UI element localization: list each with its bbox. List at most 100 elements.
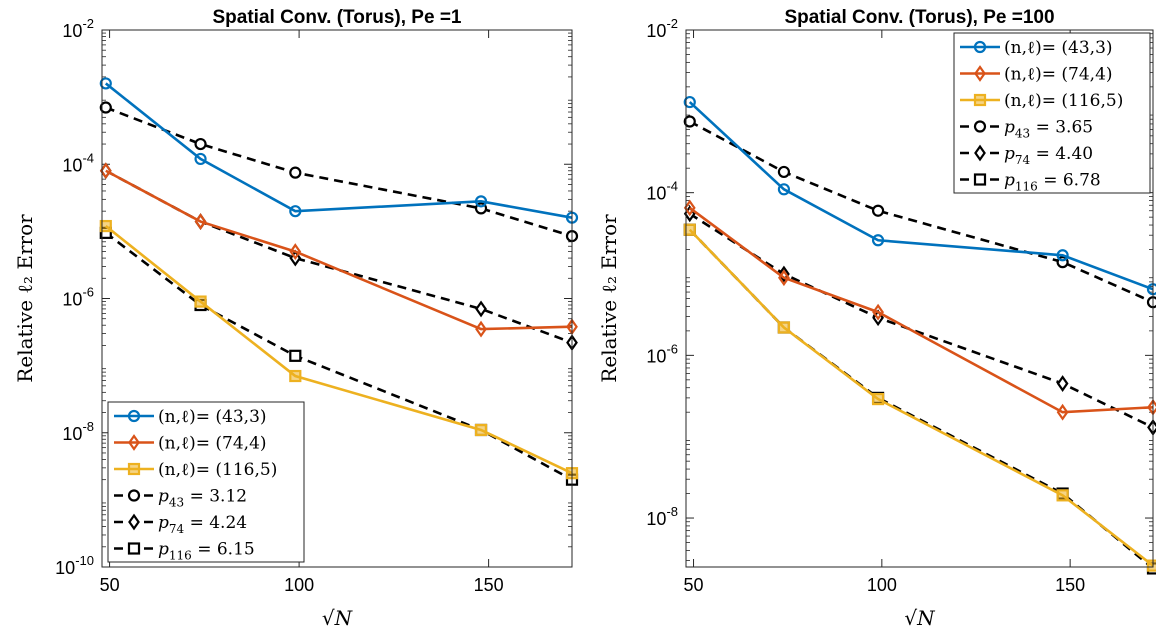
legend-label: p74 = 4.24 bbox=[158, 513, 247, 536]
series-line bbox=[105, 169, 573, 331]
x-axis-label: √N bbox=[904, 606, 936, 630]
data-point bbox=[194, 137, 207, 151]
legend-swatch-marker bbox=[973, 173, 987, 186]
y-tick-label: 10-2 bbox=[62, 16, 94, 41]
data-point bbox=[99, 219, 112, 233]
y-tick-label: 10-8 bbox=[62, 419, 94, 444]
data-point bbox=[289, 349, 302, 362]
series-line bbox=[688, 101, 1154, 291]
series-fit-3 bbox=[99, 101, 579, 243]
x-tick-label: 100 bbox=[284, 575, 314, 595]
legend-swatch-marker bbox=[974, 144, 986, 162]
y-tick-label: 10-8 bbox=[646, 504, 678, 529]
data-point bbox=[474, 423, 488, 437]
y-tick-label: 10-6 bbox=[646, 341, 678, 366]
legend-label: (n,ℓ)= (43,3) bbox=[158, 407, 267, 427]
data-point bbox=[1146, 559, 1156, 572]
legend-item: (n,ℓ)= (116,5) bbox=[114, 460, 277, 480]
legend-swatch-marker bbox=[127, 542, 141, 555]
data-point bbox=[289, 369, 302, 383]
data-point bbox=[194, 152, 207, 166]
x-tick-label: 150 bbox=[474, 575, 504, 595]
x-tick-label: 50 bbox=[100, 575, 120, 595]
legend-swatch-marker bbox=[127, 462, 141, 476]
legend-item: p116 = 6.15 bbox=[114, 540, 255, 563]
data-point bbox=[872, 303, 884, 321]
data-point bbox=[99, 101, 112, 114]
data-point bbox=[683, 223, 696, 236]
x-tick-label: 150 bbox=[1055, 575, 1085, 595]
data-point bbox=[777, 165, 791, 179]
data-point bbox=[289, 205, 302, 218]
legend-label: p116 = 6.15 bbox=[158, 540, 255, 563]
legend-item: (n,ℓ)= (43,3) bbox=[960, 38, 1113, 58]
legend-swatch-marker bbox=[128, 434, 140, 451]
legend-item: p74 = 4.24 bbox=[114, 513, 247, 536]
data-point bbox=[194, 213, 207, 230]
legend-label: (n,ℓ)= (43,3) bbox=[1004, 38, 1113, 58]
legend-box bbox=[953, 32, 1151, 194]
legend-label: p116 = 6.78 bbox=[1004, 171, 1101, 194]
legend-label: p43 = 3.65 bbox=[1004, 118, 1093, 141]
legend-box bbox=[107, 401, 305, 563]
legend: (n,ℓ)= (43,3) (n,ℓ)= (74,4) (n,ℓ)= (116,5)… bbox=[107, 401, 305, 563]
legend-swatch-marker bbox=[973, 40, 987, 54]
y-axis-label: Relative ℓ₂ Error bbox=[597, 214, 621, 383]
legend-swatch-marker bbox=[973, 120, 987, 133]
data-point bbox=[871, 234, 885, 247]
data-point bbox=[778, 269, 790, 287]
data-point bbox=[475, 300, 487, 318]
data-point bbox=[777, 321, 791, 334]
chart-panel-pe1: 10-10 10-8 10-6 10-4 10-2 50 100 150 Spatial Con… bbox=[13, 7, 579, 630]
legend-item: p74 = 4.40 bbox=[960, 144, 1093, 167]
data-point bbox=[474, 195, 488, 208]
y-tick-label: 10-2 bbox=[646, 16, 678, 41]
legend-label: (n,ℓ)= (116,5) bbox=[158, 460, 277, 480]
x-tick-label: 50 bbox=[684, 575, 704, 595]
chart-title: Spatial Conv. (Torus), Pe =100 bbox=[784, 7, 1054, 28]
data-point bbox=[1056, 249, 1069, 262]
data-point bbox=[475, 320, 487, 338]
legend-swatch-marker bbox=[974, 65, 986, 82]
chart-title: Spatial Conv. (Torus), Pe =1 bbox=[213, 7, 462, 28]
series-error-0 bbox=[99, 77, 579, 224]
data-point bbox=[777, 183, 791, 196]
data-point bbox=[289, 243, 302, 260]
legend-swatch-marker bbox=[127, 409, 141, 423]
legend: (n,ℓ)= (43,3) (n,ℓ)= (74,4) (n,ℓ)= (116,5)… bbox=[953, 32, 1151, 194]
data-point bbox=[194, 295, 207, 308]
data-point bbox=[683, 199, 696, 217]
data-point bbox=[1056, 375, 1069, 392]
legend-label: (n,ℓ)= (74,4) bbox=[158, 434, 267, 454]
data-point bbox=[871, 392, 885, 406]
data-point bbox=[1056, 489, 1069, 502]
data-point bbox=[1146, 296, 1156, 309]
data-point bbox=[1056, 403, 1069, 421]
y-axis-label: Relative ℓ₂ Error bbox=[13, 214, 37, 383]
chart-panel-pe100: 10-8 10-6 10-4 10-2 50 100 150 Spatial Conv. (T… bbox=[597, 7, 1156, 630]
series-error-2 bbox=[683, 223, 1156, 572]
legend-item: p43 = 3.65 bbox=[960, 118, 1093, 141]
data-point bbox=[99, 77, 112, 90]
axes-frame bbox=[101, 29, 573, 568]
x-tick-label: 100 bbox=[867, 575, 897, 595]
series-fit-3 bbox=[683, 115, 1156, 309]
data-point bbox=[289, 166, 302, 179]
legend-swatch-marker bbox=[127, 489, 141, 502]
series-line bbox=[688, 206, 1154, 414]
legend-label: (n,ℓ)= (116,5) bbox=[1004, 91, 1123, 111]
legend-swatch-marker bbox=[973, 93, 987, 107]
data-point bbox=[1146, 283, 1156, 296]
data-point bbox=[683, 115, 696, 128]
y-tick-label: 10-6 bbox=[62, 285, 94, 310]
legend-item: (n,ℓ)= (116,5) bbox=[960, 91, 1123, 111]
legend-item: p116 = 6.78 bbox=[960, 171, 1101, 194]
legend-label: p74 = 4.40 bbox=[1004, 144, 1093, 167]
legend-item: (n,ℓ)= (74,4) bbox=[960, 65, 1113, 85]
legend-swatch-marker bbox=[128, 513, 140, 531]
legend-item: (n,ℓ)= (43,3) bbox=[114, 407, 267, 427]
y-tick-label: 10-4 bbox=[646, 179, 678, 204]
series-error-1 bbox=[99, 162, 578, 338]
y-tick-label: 10-4 bbox=[62, 150, 94, 175]
